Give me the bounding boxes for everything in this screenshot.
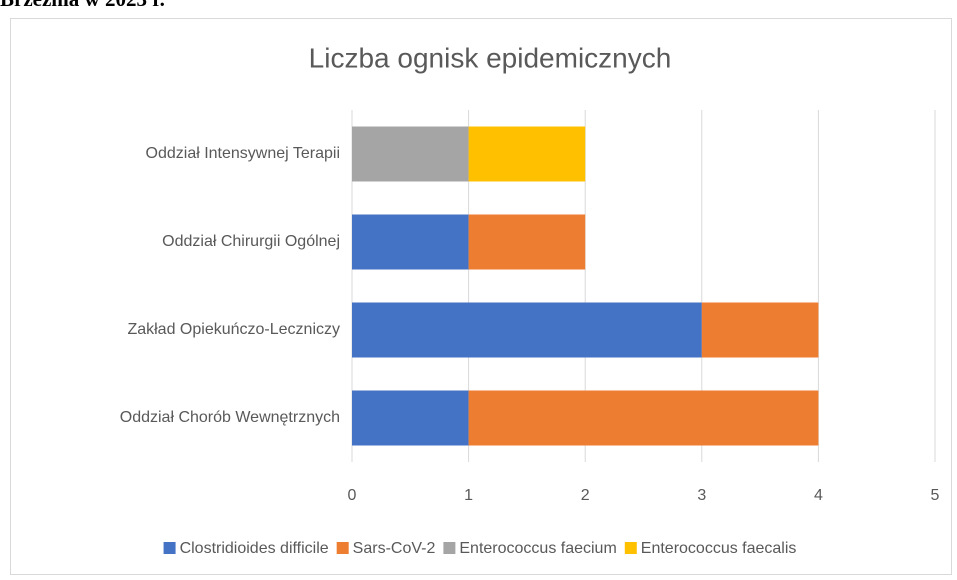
legend-swatch xyxy=(443,542,456,554)
chart-frame xyxy=(10,18,952,575)
bar xyxy=(468,126,586,182)
legend-label: Sars-CoV-2 xyxy=(353,540,436,557)
bar xyxy=(352,214,469,270)
bar xyxy=(701,302,819,358)
y-tick-label: Oddział Chorób Wewnętrznych xyxy=(120,409,340,426)
bar xyxy=(352,390,469,446)
legend-label: Enterococcus faecium xyxy=(459,540,616,557)
caption: Brzeźnia w 2023 r. xyxy=(0,0,165,12)
bar xyxy=(352,302,702,358)
legend-swatch xyxy=(624,542,637,554)
legend-swatch xyxy=(163,542,176,554)
legend-label: Clostridioides difficile xyxy=(180,540,329,557)
bar xyxy=(352,126,469,182)
bar xyxy=(468,214,586,270)
x-tick-label: 5 xyxy=(931,487,940,504)
legend-swatch xyxy=(336,542,349,554)
x-tick-label: 2 xyxy=(581,487,590,504)
x-tick-label: 4 xyxy=(814,487,823,504)
bar xyxy=(468,390,819,446)
x-tick-label: 1 xyxy=(464,487,473,504)
y-tick-label: Oddział Chirurgii Ogólnej xyxy=(162,233,340,250)
x-tick-label: 0 xyxy=(348,487,357,504)
legend-label: Enterococcus faecalis xyxy=(641,540,797,557)
y-tick-label: Oddział Intensywnej Terapii xyxy=(146,145,340,162)
chart-title: Liczba ognisk epidemicznych xyxy=(309,42,672,73)
x-tick-label: 3 xyxy=(697,487,706,504)
y-tick-label: Zakład Opiekuńczo-Leczniczy xyxy=(127,321,340,338)
